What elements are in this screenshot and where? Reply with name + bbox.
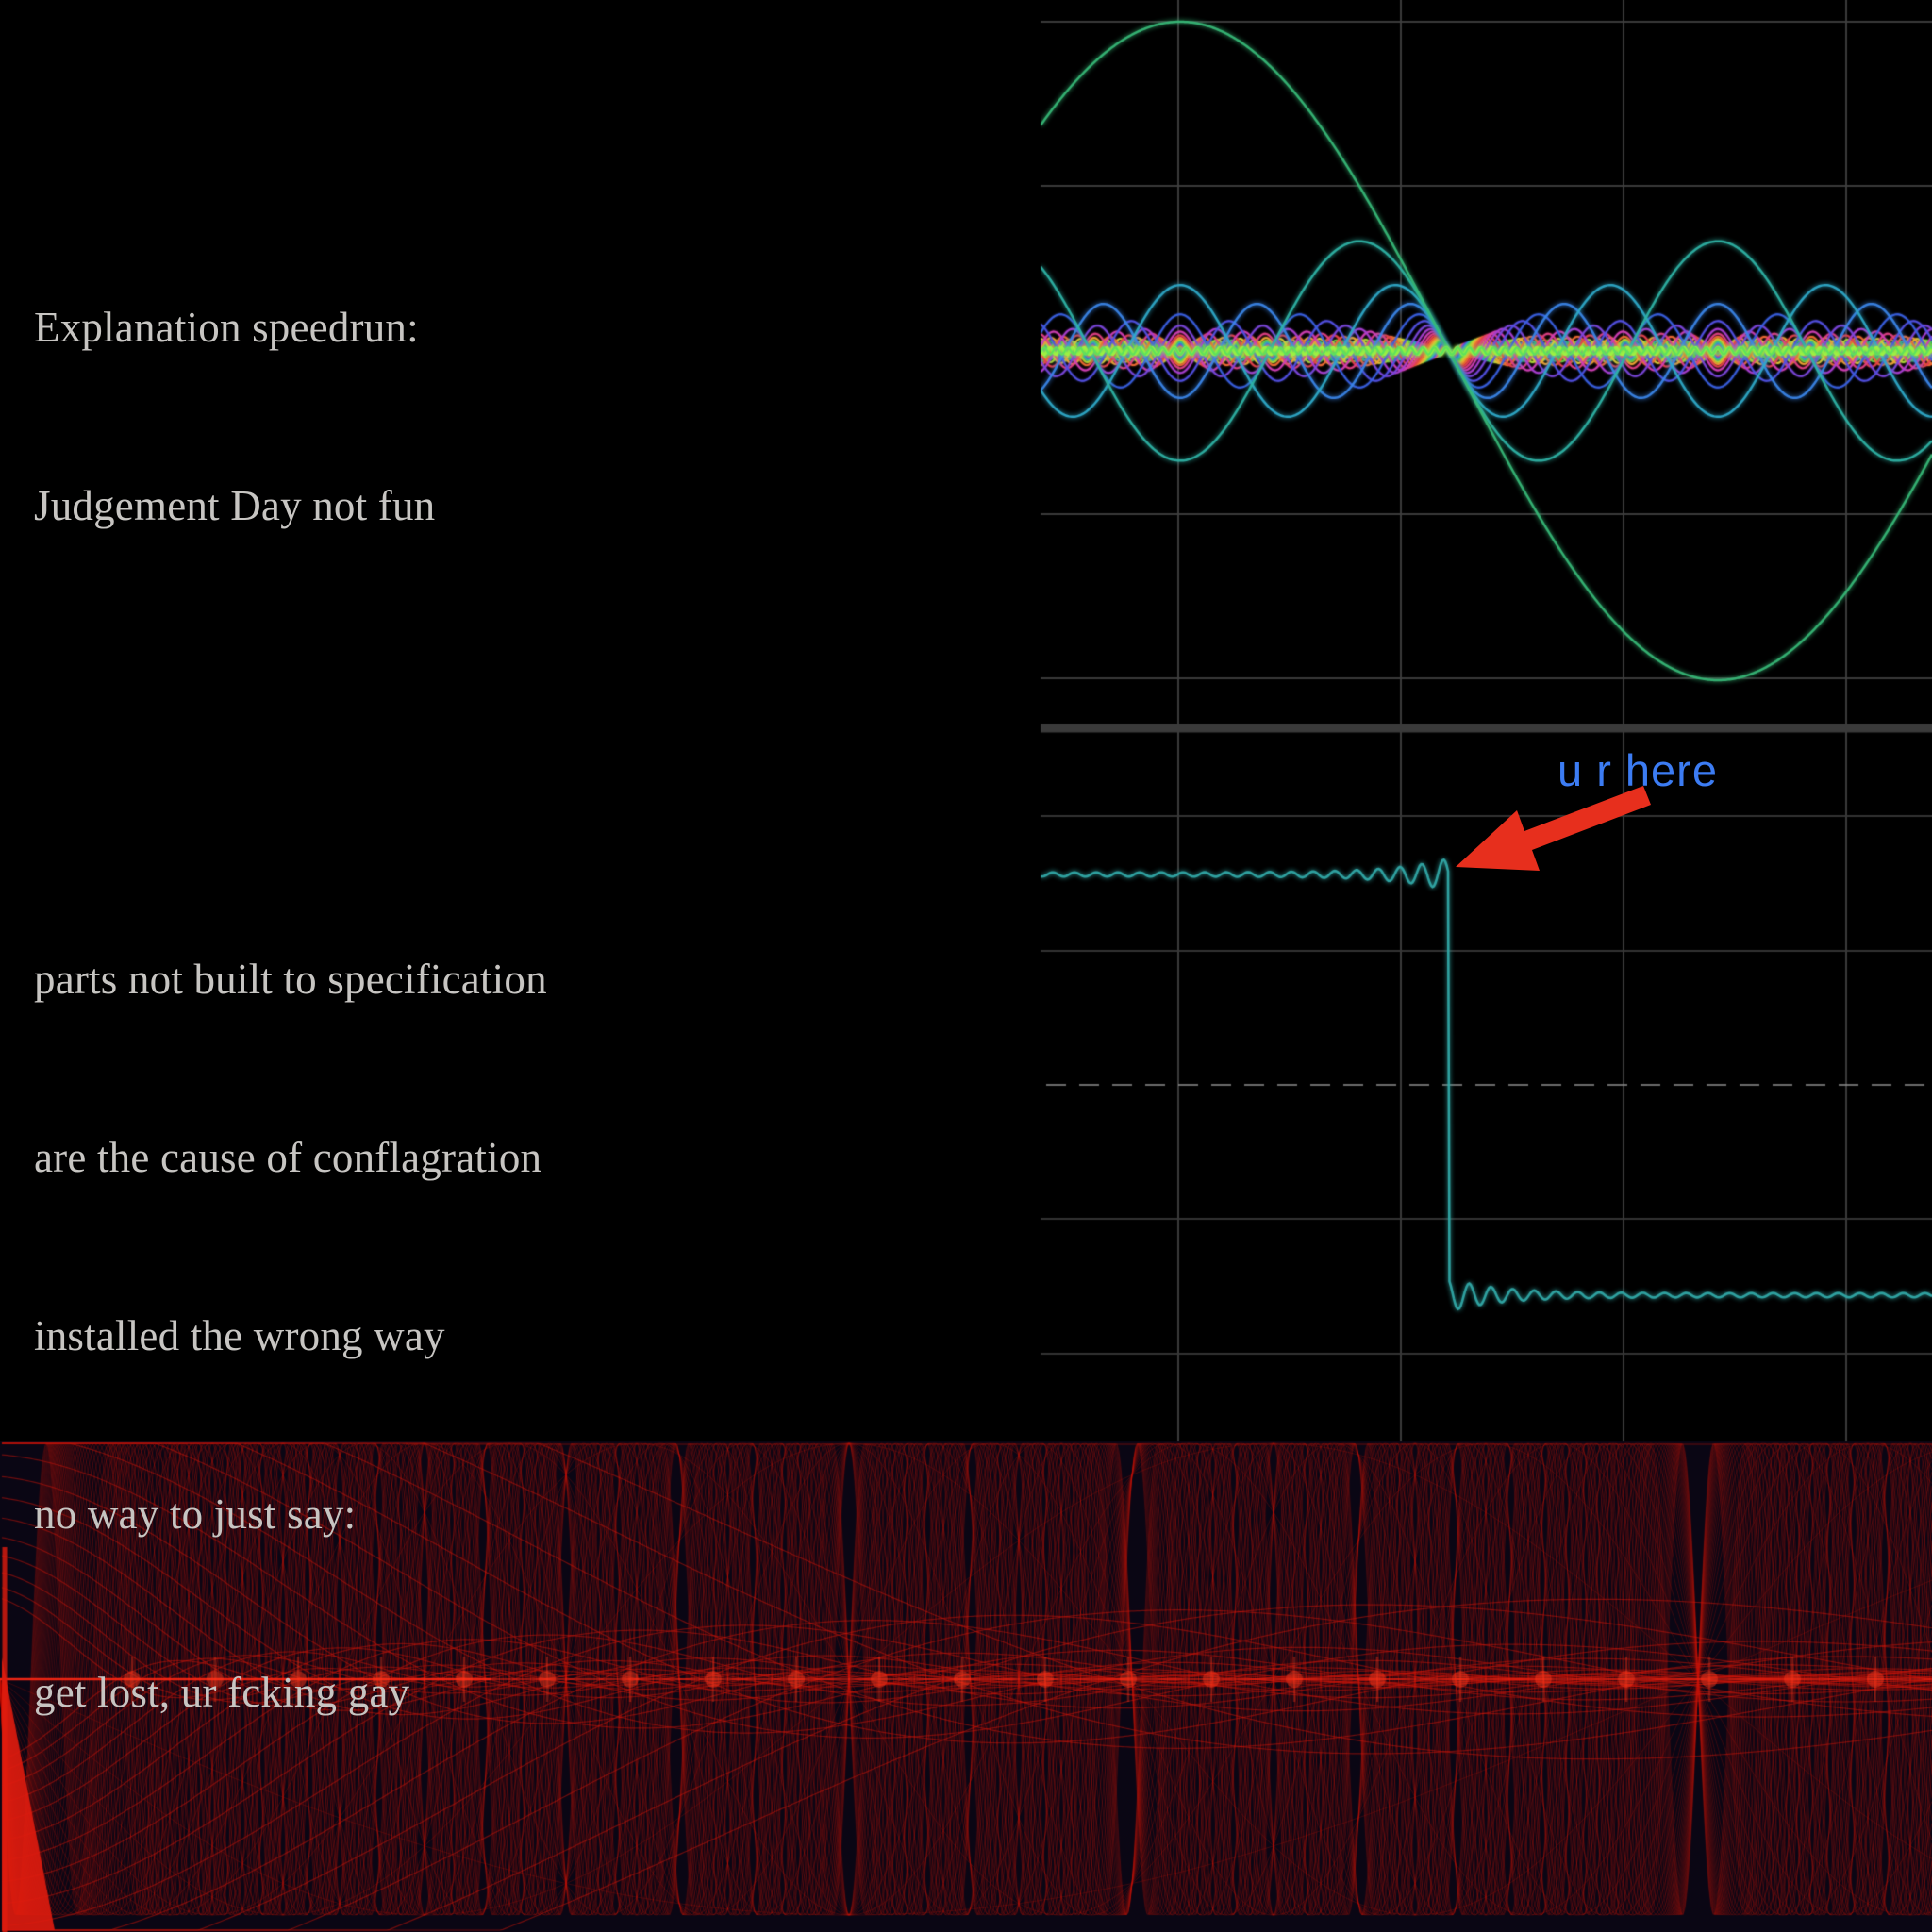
poem-stanza: parts not built to specification are the… <box>34 831 848 1841</box>
fourier-harmonics-plot <box>1041 0 1932 728</box>
poem-line: no way to just say: <box>34 1491 357 1538</box>
poem-line: parts not built to specification <box>34 956 547 1003</box>
poem-line: are the cause of conflagration <box>34 1134 542 1181</box>
u-r-here-label: u r here <box>1557 745 1718 795</box>
step-function-plot <box>1041 728 1932 1441</box>
poem-line: Explanation speedrun: <box>34 304 419 351</box>
poem-line: installed the wrong way <box>34 1312 445 1359</box>
poem-line: get lost, ur fcking gay <box>34 1669 410 1716</box>
poem-line: Judgement Day not fun <box>34 482 436 529</box>
poem: Explanation speedrun: Judgement Day not … <box>34 60 848 1932</box>
poem-stanza: Explanation speedrun: Judgement Day not … <box>34 179 848 655</box>
